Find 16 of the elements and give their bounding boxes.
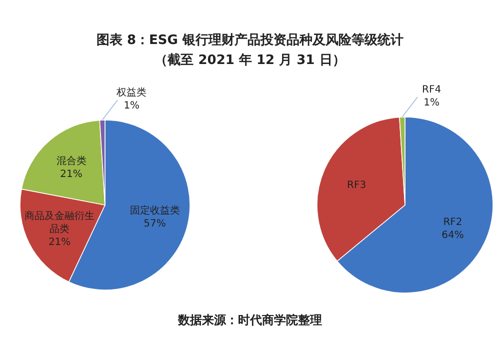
slice-label: RF2	[443, 216, 462, 228]
slice-label: RF4	[422, 84, 442, 96]
data-label: 21%	[48, 237, 71, 248]
data-label: 21%	[60, 169, 82, 180]
data-label: 1%	[124, 100, 140, 112]
slice-label: 权益类	[116, 86, 147, 99]
text: （截至 2021 年 12 月 31 日）	[154, 53, 346, 68]
data-label: 1%	[424, 98, 440, 109]
slice-label: RF3	[347, 180, 366, 192]
slice-label: 混合类	[56, 155, 86, 168]
text: 图表 8：ESG 银行理财产品投资品种及风险等级统计	[96, 32, 404, 48]
slice-label: 商品及金融衍生品类	[24, 210, 95, 236]
data-label: 57%	[144, 218, 166, 230]
data-label: 64%	[442, 230, 464, 241]
source-note: 数据来源：时代商学院整理	[177, 313, 322, 327]
slice-label: 固定收益类	[130, 204, 180, 217]
